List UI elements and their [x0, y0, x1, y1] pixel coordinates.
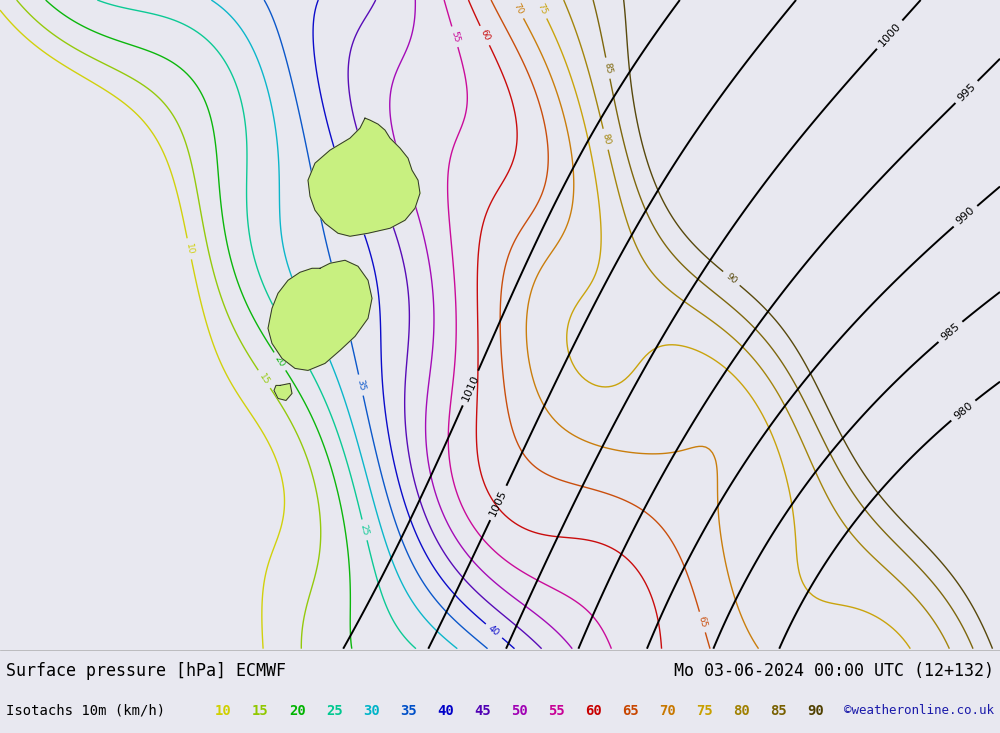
Text: 65: 65 [696, 615, 708, 629]
Text: 90: 90 [724, 271, 739, 286]
Text: 65: 65 [622, 704, 639, 718]
Text: 30: 30 [304, 312, 318, 327]
Text: 1010: 1010 [460, 373, 481, 403]
Text: 10: 10 [184, 243, 195, 255]
Text: 75: 75 [696, 704, 713, 718]
Text: 70: 70 [659, 704, 676, 718]
Text: 60: 60 [478, 29, 491, 43]
Text: 50: 50 [511, 704, 528, 718]
Text: 45: 45 [374, 185, 386, 199]
Text: 90: 90 [807, 704, 824, 718]
Text: Surface pressure [hPa] ECMWF: Surface pressure [hPa] ECMWF [6, 662, 286, 679]
Text: 50: 50 [399, 166, 411, 180]
Text: 980: 980 [952, 399, 975, 421]
Text: 15: 15 [252, 704, 269, 718]
Text: 75: 75 [535, 1, 549, 16]
Polygon shape [308, 118, 420, 236]
Text: 45: 45 [474, 704, 491, 718]
Text: 25: 25 [326, 704, 343, 718]
Text: 80: 80 [733, 704, 750, 718]
Text: Mo 03-06-2024 00:00 UTC (12+132): Mo 03-06-2024 00:00 UTC (12+132) [674, 662, 994, 679]
Text: 20: 20 [289, 704, 306, 718]
Text: 85: 85 [602, 62, 613, 75]
Text: 985: 985 [939, 321, 962, 342]
Text: 55: 55 [449, 30, 461, 43]
Text: 85: 85 [770, 704, 787, 718]
Polygon shape [274, 383, 292, 400]
Text: 10: 10 [215, 704, 232, 718]
Text: 70: 70 [512, 1, 525, 16]
Text: 30: 30 [363, 704, 380, 718]
Text: 1000: 1000 [877, 21, 903, 48]
Text: 995: 995 [955, 81, 978, 103]
Text: 40: 40 [487, 624, 501, 638]
Text: Isotachs 10m (km/h): Isotachs 10m (km/h) [6, 704, 165, 718]
Text: 35: 35 [355, 378, 366, 391]
Polygon shape [268, 260, 372, 370]
Text: 55: 55 [548, 704, 565, 718]
Text: 15: 15 [257, 372, 271, 386]
Text: 60: 60 [585, 704, 602, 718]
Text: 25: 25 [359, 523, 370, 537]
Text: 80: 80 [600, 133, 611, 146]
Text: 990: 990 [954, 205, 977, 227]
Text: 40: 40 [437, 704, 454, 718]
Text: 1005: 1005 [488, 488, 509, 517]
Text: ©weatheronline.co.uk: ©weatheronline.co.uk [844, 704, 994, 718]
Text: 20: 20 [273, 354, 287, 369]
Text: 35: 35 [400, 704, 417, 718]
